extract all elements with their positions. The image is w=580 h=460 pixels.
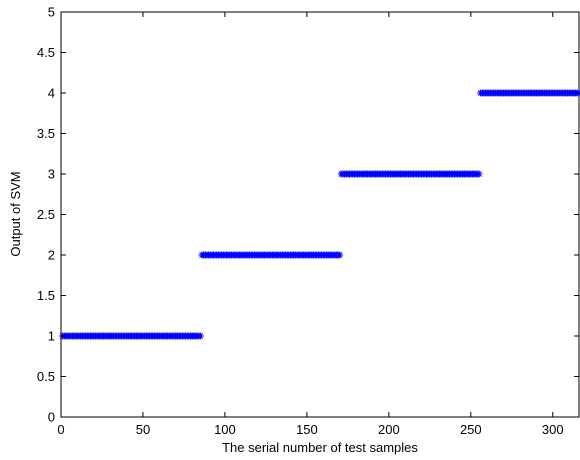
y-axis-ticks: 0 0.5 1 1.5 2 2.5 3 3.5 4 4.5 5 [37, 5, 579, 425]
x-tick-label: 300 [542, 422, 564, 437]
x-axis-title: The serial number of test samples [222, 440, 418, 455]
plot-area [59, 11, 580, 418]
y-tick-label: 4.5 [37, 45, 55, 60]
y-tick-label: 4 [48, 86, 55, 101]
x-tick-label: 200 [378, 422, 400, 437]
y-tick-label: 5 [48, 5, 55, 20]
data-point-marker [196, 332, 204, 340]
y-tick-label: 1.5 [37, 288, 55, 303]
x-tick-label: 50 [136, 422, 150, 437]
axes-box [60, 11, 580, 418]
x-tick-label: 150 [296, 422, 318, 437]
y-axis-title: Output of SVM [8, 171, 23, 256]
y-tick-label: 1 [48, 329, 55, 344]
y-tick-label: 3 [48, 167, 55, 182]
data-point-marker [336, 251, 344, 259]
x-tick-label: 250 [460, 422, 482, 437]
x-axis-ticks: 0 50 100 150 200 250 300 [57, 12, 564, 437]
x-tick-label: 100 [214, 422, 236, 437]
x-tick-label: 0 [57, 422, 64, 437]
data-point-marker [475, 170, 483, 178]
y-tick-label: 0 [48, 410, 55, 425]
y-tick-label: 0.5 [37, 369, 55, 384]
y-tick-label: 2 [48, 248, 55, 263]
y-tick-label: 3.5 [37, 126, 55, 141]
y-tick-label: 2.5 [37, 207, 55, 222]
